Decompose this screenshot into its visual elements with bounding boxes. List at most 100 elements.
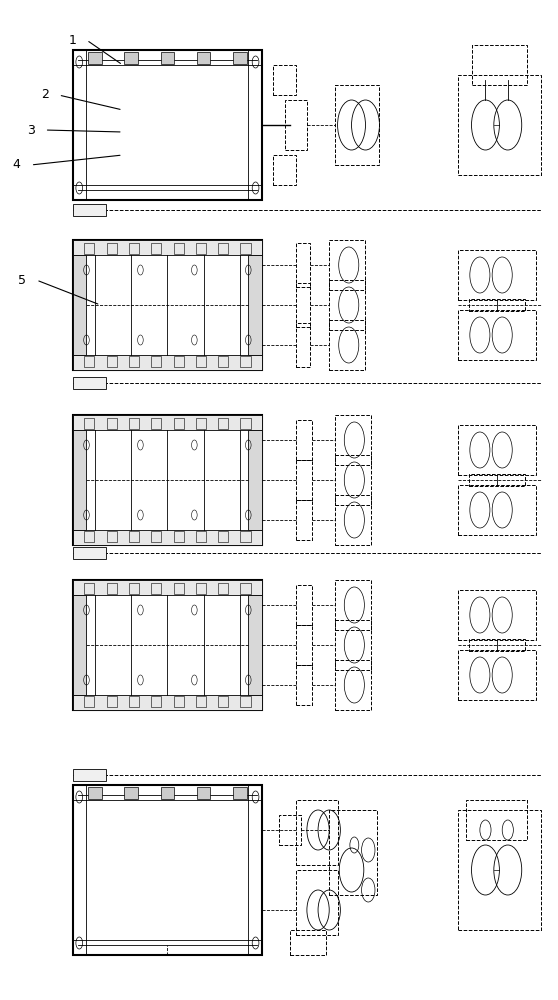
Bar bbox=[273, 155, 296, 185]
Bar bbox=[218, 531, 228, 542]
Bar bbox=[335, 495, 371, 545]
Bar bbox=[296, 460, 312, 500]
Bar bbox=[218, 418, 228, 429]
Bar bbox=[472, 45, 527, 85]
Bar bbox=[329, 320, 365, 370]
Bar bbox=[73, 530, 262, 545]
Bar bbox=[285, 100, 307, 150]
Bar bbox=[196, 696, 206, 707]
Bar bbox=[107, 583, 117, 594]
Bar bbox=[329, 240, 365, 290]
Bar bbox=[107, 531, 117, 542]
Text: 5: 5 bbox=[18, 273, 26, 286]
Bar bbox=[233, 787, 247, 799]
Bar bbox=[248, 255, 262, 355]
Bar bbox=[196, 418, 206, 429]
Bar bbox=[296, 283, 310, 327]
Bar bbox=[248, 595, 262, 695]
Bar bbox=[335, 580, 371, 630]
Bar bbox=[458, 485, 536, 535]
Bar bbox=[151, 696, 161, 707]
Bar bbox=[329, 280, 365, 330]
Bar bbox=[196, 531, 206, 542]
Bar bbox=[124, 52, 138, 64]
Bar bbox=[73, 430, 86, 530]
Bar bbox=[174, 531, 184, 542]
Bar bbox=[73, 415, 262, 545]
Bar bbox=[469, 299, 525, 311]
Bar bbox=[218, 243, 228, 254]
Bar bbox=[466, 800, 527, 840]
Bar bbox=[161, 52, 174, 64]
Bar bbox=[469, 474, 525, 486]
Bar bbox=[296, 870, 338, 935]
Bar bbox=[218, 696, 228, 707]
Bar bbox=[73, 255, 86, 355]
Bar bbox=[296, 625, 312, 665]
Bar bbox=[458, 310, 536, 360]
Bar bbox=[174, 356, 184, 367]
Bar bbox=[129, 531, 139, 542]
Bar bbox=[124, 787, 138, 799]
Bar bbox=[240, 531, 251, 542]
Bar bbox=[197, 52, 210, 64]
Bar bbox=[73, 204, 106, 216]
Bar bbox=[129, 356, 139, 367]
Bar bbox=[196, 356, 206, 367]
Bar bbox=[107, 243, 117, 254]
Bar bbox=[84, 418, 94, 429]
Bar bbox=[335, 455, 371, 505]
Text: 4: 4 bbox=[13, 158, 21, 172]
Bar bbox=[73, 580, 262, 710]
Bar bbox=[335, 415, 371, 465]
Bar bbox=[73, 50, 262, 65]
Bar bbox=[73, 785, 262, 800]
Bar bbox=[151, 243, 161, 254]
Bar bbox=[73, 185, 262, 200]
Bar bbox=[73, 580, 262, 595]
Bar bbox=[458, 590, 536, 640]
Bar bbox=[174, 418, 184, 429]
Bar bbox=[73, 695, 262, 710]
Bar bbox=[73, 240, 262, 370]
Bar bbox=[240, 583, 251, 594]
Bar bbox=[279, 815, 301, 845]
Bar bbox=[296, 420, 312, 460]
Bar bbox=[296, 585, 312, 625]
Bar bbox=[73, 240, 262, 255]
Bar bbox=[335, 660, 371, 710]
Bar bbox=[129, 583, 139, 594]
Bar bbox=[197, 787, 210, 799]
Bar bbox=[458, 650, 536, 700]
Bar bbox=[458, 75, 541, 175]
Bar bbox=[335, 620, 371, 670]
Bar bbox=[151, 356, 161, 367]
Bar bbox=[84, 356, 94, 367]
Bar bbox=[329, 810, 377, 895]
Bar bbox=[73, 50, 262, 200]
Bar bbox=[84, 696, 94, 707]
Bar bbox=[290, 930, 326, 955]
Bar bbox=[73, 377, 106, 389]
Text: 1: 1 bbox=[69, 33, 76, 46]
Bar bbox=[240, 356, 251, 367]
Bar bbox=[248, 785, 262, 955]
Bar bbox=[240, 418, 251, 429]
Bar bbox=[335, 85, 379, 165]
Bar bbox=[218, 356, 228, 367]
Bar bbox=[73, 415, 262, 430]
Bar bbox=[73, 769, 106, 781]
Bar bbox=[129, 243, 139, 254]
Bar bbox=[196, 243, 206, 254]
Bar bbox=[174, 243, 184, 254]
Bar bbox=[151, 583, 161, 594]
Bar bbox=[469, 639, 525, 651]
Bar bbox=[84, 243, 94, 254]
Bar bbox=[458, 250, 536, 300]
Bar bbox=[129, 418, 139, 429]
Bar bbox=[296, 243, 310, 287]
Bar bbox=[240, 696, 251, 707]
Bar bbox=[73, 940, 262, 955]
Bar bbox=[73, 355, 262, 370]
Bar bbox=[73, 785, 86, 955]
